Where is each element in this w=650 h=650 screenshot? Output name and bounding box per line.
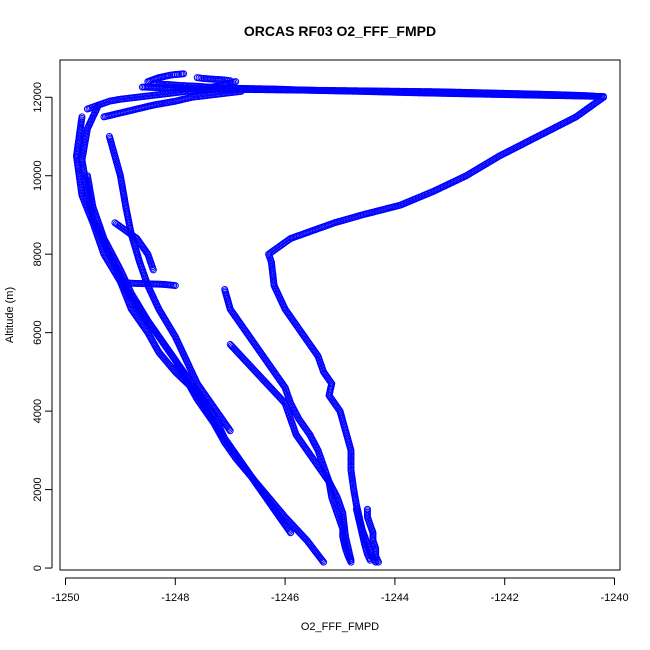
data-points — [72, 70, 608, 566]
data-point — [366, 556, 374, 564]
data-point — [286, 527, 294, 535]
y-tick-label: 4000 — [32, 399, 44, 423]
data-point — [374, 558, 382, 566]
y-axis: 0 2000 4000 6000 8000 10000 12000 — [32, 82, 53, 571]
data-point — [594, 92, 602, 100]
data-point — [320, 558, 328, 566]
x-tick-label: -1244 — [381, 592, 409, 604]
y-tick-label: 6000 — [32, 320, 44, 344]
x-axis-label: O2_FFF_FMPD — [301, 621, 379, 633]
data-point — [225, 425, 233, 433]
x-tick-label: -1246 — [271, 592, 299, 604]
data-point — [171, 282, 179, 290]
y-tick-label: 12000 — [32, 82, 44, 113]
data-point — [280, 520, 288, 528]
y-tick-label: 2000 — [32, 477, 44, 501]
x-tick-label: -1250 — [51, 592, 79, 604]
data-point — [226, 77, 234, 85]
x-axis: -1250 -1248 -1246 -1244 -1242 -1240 — [51, 577, 629, 604]
y-tick-label: 0 — [32, 565, 44, 571]
data-point — [180, 70, 188, 78]
y-tick-label: 8000 — [32, 242, 44, 266]
data-point — [319, 557, 327, 565]
data-point — [287, 529, 295, 537]
y-tick-label: 10000 — [32, 160, 44, 191]
chart-title: ORCAS RF03 O2_FFF_FMPD — [244, 23, 436, 39]
data-point — [237, 87, 245, 95]
data-point — [347, 556, 355, 564]
data-point — [347, 558, 355, 566]
x-tick-label: -1248 — [161, 592, 189, 604]
x-tick-label: -1240 — [600, 592, 628, 604]
data-point — [226, 427, 234, 435]
y-axis-label: Altitude (m) — [4, 287, 16, 343]
x-tick-label: -1242 — [491, 592, 519, 604]
plot-frame — [59, 59, 621, 571]
data-point — [149, 266, 157, 274]
data-point — [281, 521, 289, 529]
